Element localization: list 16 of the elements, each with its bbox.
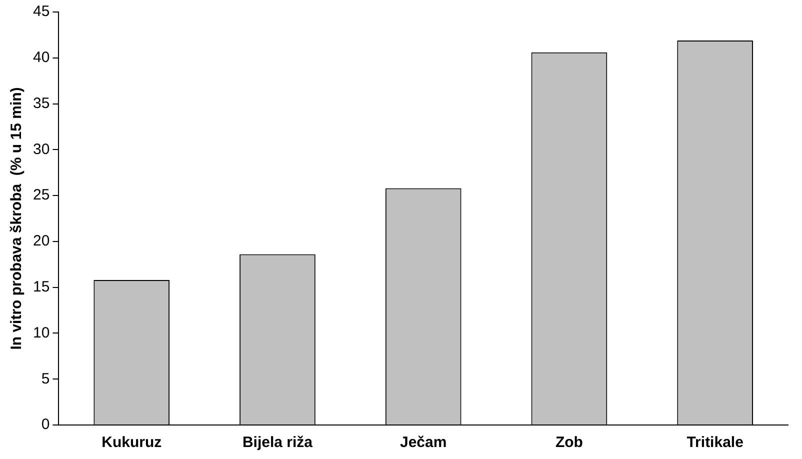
y-tick-label: 25 bbox=[32, 186, 50, 204]
y-tick-label: 45 bbox=[32, 3, 50, 20]
y-tick-label: 40 bbox=[32, 49, 50, 66]
y-tick-label: 10 bbox=[32, 324, 50, 342]
y-tick-label: 20 bbox=[32, 232, 50, 250]
y-tick-label: 30 bbox=[32, 140, 50, 158]
x-tick-label: Kukuruz bbox=[102, 434, 162, 452]
x-tick-label: Tritikale bbox=[686, 434, 744, 452]
y-tick-label: 0 bbox=[41, 416, 50, 434]
y-tick-label: 35 bbox=[32, 94, 50, 112]
y-axis-title: In vitro probava škroba (% u 15 min) bbox=[8, 87, 26, 350]
x-tick-label: Zob bbox=[555, 434, 583, 452]
y-tick-label: 15 bbox=[32, 278, 50, 296]
x-tick-label: Ječam bbox=[400, 434, 447, 452]
y-tick-label: 5 bbox=[41, 370, 50, 388]
x-tick-label: Bijela riža bbox=[242, 434, 314, 452]
